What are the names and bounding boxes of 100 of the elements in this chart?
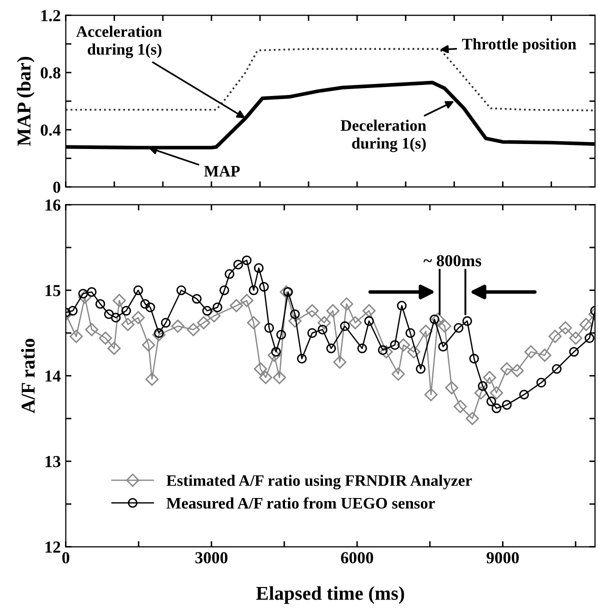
point xyxy=(364,316,374,326)
point xyxy=(362,304,376,318)
point xyxy=(264,323,274,333)
point xyxy=(288,314,302,328)
point xyxy=(340,321,350,332)
point xyxy=(466,412,479,426)
x-tick-label: 0 xyxy=(62,552,70,564)
x-tick-label: 3000 xyxy=(195,552,228,564)
point xyxy=(552,364,562,374)
point xyxy=(569,346,579,357)
point xyxy=(219,285,230,296)
point xyxy=(268,348,281,362)
point xyxy=(104,309,114,320)
point xyxy=(454,323,464,333)
point xyxy=(348,316,362,330)
point xyxy=(233,260,244,270)
y-tick-label: 16 xyxy=(46,199,60,211)
point xyxy=(579,318,593,332)
point xyxy=(390,340,400,350)
x-axis-title: Elapsed time (ms) xyxy=(256,586,404,604)
x-tick-label: 9000 xyxy=(486,552,519,564)
y-tick-label: 0.8 xyxy=(40,67,60,79)
point xyxy=(224,269,234,279)
annotation: MAP xyxy=(204,166,240,176)
point xyxy=(454,400,467,414)
point xyxy=(318,316,331,330)
point xyxy=(95,299,106,309)
annotation: ~ 800ms xyxy=(424,255,482,266)
point xyxy=(254,263,264,273)
point xyxy=(86,287,97,297)
point xyxy=(424,388,438,402)
point xyxy=(171,320,184,333)
point xyxy=(492,403,502,414)
point xyxy=(121,306,132,316)
point xyxy=(160,318,171,328)
point xyxy=(318,324,328,334)
point xyxy=(145,302,156,312)
point xyxy=(121,318,134,332)
point xyxy=(469,354,479,364)
point xyxy=(290,309,300,320)
point xyxy=(307,328,318,338)
point xyxy=(483,370,496,384)
point xyxy=(197,316,210,330)
y-tick-label: 13 xyxy=(46,456,60,468)
point xyxy=(186,323,200,336)
point xyxy=(416,364,426,374)
legend-label: Measured A/F ratio from UEGO sensor xyxy=(166,497,435,509)
point xyxy=(133,285,144,296)
legend-label: Estimated A/F ratio using FRNDIR Analyzer xyxy=(166,474,472,490)
point xyxy=(230,299,243,312)
y-tick-label: 12 xyxy=(46,542,60,553)
point xyxy=(396,300,407,311)
point xyxy=(259,282,269,292)
y-tick-label: 0.4 xyxy=(40,124,61,136)
point xyxy=(462,316,472,326)
point xyxy=(502,400,512,410)
point xyxy=(333,356,346,369)
point xyxy=(380,345,393,358)
point xyxy=(569,332,582,345)
point xyxy=(524,345,538,358)
point xyxy=(474,386,488,400)
point xyxy=(584,333,594,344)
y-tick-label: 14 xyxy=(46,370,61,382)
point xyxy=(486,396,496,406)
point xyxy=(78,290,92,304)
point xyxy=(132,311,145,324)
point xyxy=(558,321,572,334)
point xyxy=(478,381,488,391)
point xyxy=(240,294,254,308)
y-tick-label: 1.2 xyxy=(41,10,60,22)
point xyxy=(340,297,354,311)
annotation: Throttle position xyxy=(462,38,576,53)
point xyxy=(419,324,432,338)
point xyxy=(306,304,319,318)
point xyxy=(490,386,504,400)
point xyxy=(248,285,258,296)
point xyxy=(407,345,420,358)
point xyxy=(112,294,126,308)
point xyxy=(98,332,112,345)
point xyxy=(68,306,78,316)
point xyxy=(280,285,293,299)
point xyxy=(548,330,562,344)
point xyxy=(510,364,524,378)
point xyxy=(392,367,405,381)
annotation: Deceleration during 1(s) xyxy=(340,120,426,152)
point xyxy=(445,381,458,394)
point xyxy=(396,338,410,352)
point xyxy=(145,372,159,386)
annotation: Acceleration during 1(s) xyxy=(76,26,162,58)
point xyxy=(85,323,98,336)
point xyxy=(326,344,336,354)
point xyxy=(108,342,121,355)
point xyxy=(519,390,529,400)
point xyxy=(176,285,186,296)
point xyxy=(247,316,260,330)
point xyxy=(536,378,546,388)
point xyxy=(70,330,83,344)
point xyxy=(276,330,286,340)
point xyxy=(142,338,156,352)
point xyxy=(438,342,448,352)
